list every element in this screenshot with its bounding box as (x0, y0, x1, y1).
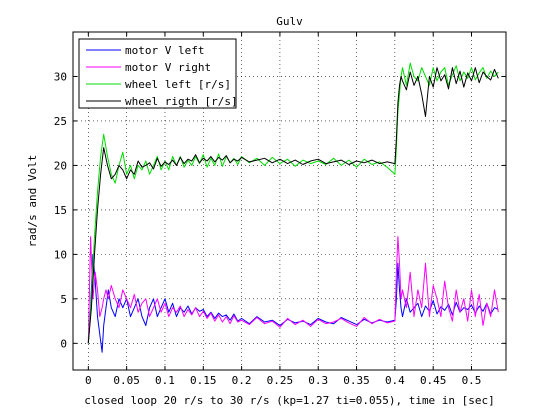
series-line (87, 236, 499, 344)
x-tick-label: 0.05 (113, 374, 140, 387)
x-tick-label: 0.45 (420, 374, 447, 387)
y-tick-label: 20 (54, 159, 67, 172)
x-tick-label: 0.15 (190, 374, 217, 387)
chart-title: Gulv (276, 15, 303, 28)
x-tick-label: 0.2 (232, 374, 252, 387)
x-tick-label: 0.1 (155, 374, 175, 387)
y-tick-label: 25 (54, 115, 67, 128)
x-tick-label: 0.3 (308, 374, 328, 387)
x-tick-label: 0.35 (343, 374, 370, 387)
y-tick-label: 0 (60, 337, 67, 350)
y-axis-label: rad/s and Volt (26, 155, 39, 248)
data-series (87, 62, 499, 353)
legend-label: wheel left [r/s] (125, 78, 231, 91)
y-tick-label: 5 (60, 293, 67, 306)
x-tick-label: 0.25 (267, 374, 294, 387)
legend-label: motor V right (125, 61, 211, 74)
series-line (87, 253, 499, 353)
y-tick-label: 15 (54, 204, 67, 217)
axis-ticks: 0 0.05 0.1 0.15 0.2 0.25 0.3 0.35 0.4 0.45 0.5 0 5 10… (54, 32, 506, 387)
legend: motor V left motor V right wheel left [r/s… (78, 38, 238, 109)
plot-frame (72, 31, 507, 371)
x-tick-label: 0.5 (462, 374, 482, 387)
y-tick-label: 30 (54, 70, 67, 83)
legend-label: wheel rigth [r/s] (125, 95, 238, 108)
legend-label: motor V left (125, 44, 204, 57)
series-line (87, 67, 499, 344)
x-tick-label: 0.4 (385, 374, 405, 387)
y-tick-label: 10 (54, 248, 67, 261)
x-axis-label: closed loop 20 r/s to 30 r/s (kp=1.27 ti… (84, 394, 495, 407)
x-tick-label: 0 (85, 374, 92, 387)
